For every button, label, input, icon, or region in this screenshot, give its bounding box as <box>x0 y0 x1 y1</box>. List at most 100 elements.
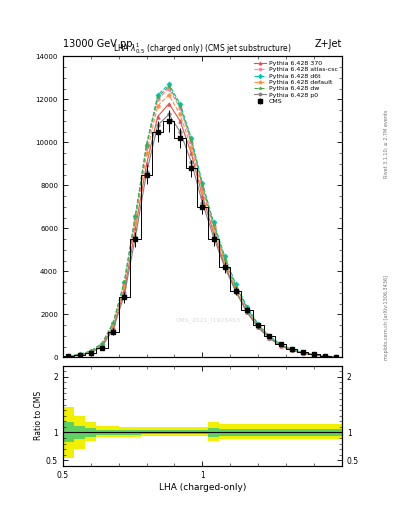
Pythia 6.428 370 <box>334 354 339 360</box>
Pythia 6.428 p0 <box>278 343 283 349</box>
Pythia 6.428 p0 <box>167 111 171 117</box>
Pythia 6.428 default <box>334 354 339 360</box>
Pythia 6.428 d6t <box>289 346 294 352</box>
Pythia 6.428 370 <box>122 288 127 294</box>
Pythia 6.428 p0 <box>178 129 182 135</box>
Pythia 6.428 atlas-csc <box>189 139 194 145</box>
Pythia 6.428 p0 <box>88 350 93 356</box>
Pythia 6.428 370 <box>301 350 305 356</box>
Pythia 6.428 d6t <box>256 321 261 327</box>
Pythia 6.428 dw <box>111 320 116 326</box>
Pythia 6.428 atlas-csc <box>289 347 294 353</box>
Pythia 6.428 370 <box>189 150 194 156</box>
Pythia 6.428 370 <box>278 343 283 349</box>
Pythia 6.428 dw <box>323 353 327 359</box>
Pythia 6.428 370 <box>312 352 316 358</box>
Pythia 6.428 default <box>155 103 160 109</box>
Pythia 6.428 d6t <box>155 92 160 98</box>
Text: CMS_2021_I1925463: CMS_2021_I1925463 <box>175 317 241 323</box>
Pythia 6.428 default <box>88 349 93 355</box>
Pythia 6.428 p0 <box>256 324 261 330</box>
Pythia 6.428 d6t <box>167 81 171 88</box>
Pythia 6.428 p0 <box>122 292 127 298</box>
Pythia 6.428 p0 <box>301 350 305 356</box>
Text: Rivet 3.1.10; ≥ 2.7M events: Rivet 3.1.10; ≥ 2.7M events <box>384 109 389 178</box>
Pythia 6.428 dw <box>278 342 283 348</box>
Pythia 6.428 default <box>133 219 138 225</box>
Pythia 6.428 atlas-csc <box>323 353 327 359</box>
Pythia 6.428 default <box>111 322 116 328</box>
Pythia 6.428 dw <box>167 83 171 90</box>
Pythia 6.428 370 <box>323 353 327 359</box>
Pythia 6.428 dw <box>334 354 339 360</box>
Pythia 6.428 default <box>267 334 272 340</box>
Pythia 6.428 default <box>66 353 71 359</box>
Pythia 6.428 atlas-csc <box>178 105 182 111</box>
Pythia 6.428 atlas-csc <box>122 281 127 287</box>
Pythia 6.428 default <box>323 353 327 359</box>
Pythia 6.428 atlas-csc <box>88 348 93 354</box>
Pythia 6.428 dw <box>245 305 250 311</box>
Pythia 6.428 d6t <box>122 279 127 285</box>
Pythia 6.428 d6t <box>88 348 93 354</box>
Pythia 6.428 370 <box>245 309 250 315</box>
Legend: Pythia 6.428 370, Pythia 6.428 atlas-csc, Pythia 6.428 d6t, Pythia 6.428 default: Pythia 6.428 370, Pythia 6.428 atlas-csc… <box>252 59 339 105</box>
Pythia 6.428 default <box>278 342 283 348</box>
Pythia 6.428 default <box>99 342 104 348</box>
Pythia 6.428 370 <box>211 230 216 236</box>
Pythia 6.428 atlas-csc <box>200 184 205 190</box>
Pythia 6.428 p0 <box>312 352 316 358</box>
Pythia 6.428 370 <box>88 349 93 355</box>
Pythia 6.428 p0 <box>323 353 327 359</box>
Pythia 6.428 atlas-csc <box>334 354 339 360</box>
Pythia 6.428 default <box>245 307 250 313</box>
Pythia 6.428 d6t <box>245 304 250 310</box>
Pythia 6.428 atlas-csc <box>167 86 171 92</box>
Pythia 6.428 370 <box>77 352 82 358</box>
Pythia 6.428 atlas-csc <box>66 353 71 359</box>
Pythia 6.428 d6t <box>211 219 216 225</box>
Pythia 6.428 p0 <box>334 354 339 360</box>
Pythia 6.428 d6t <box>133 212 138 219</box>
Pythia 6.428 dw <box>99 340 104 347</box>
Pythia 6.428 atlas-csc <box>111 321 116 327</box>
Pythia 6.428 370 <box>178 118 182 124</box>
Pythia 6.428 default <box>167 92 171 98</box>
Line: Pythia 6.428 370: Pythia 6.428 370 <box>67 102 338 359</box>
Pythia 6.428 d6t <box>77 351 82 357</box>
Pythia 6.428 default <box>289 347 294 353</box>
Pythia 6.428 p0 <box>233 289 238 295</box>
Pythia 6.428 370 <box>256 324 261 330</box>
Pythia 6.428 dw <box>200 182 205 188</box>
Pythia 6.428 d6t <box>222 253 227 260</box>
Pythia 6.428 atlas-csc <box>312 352 316 358</box>
Pythia 6.428 default <box>178 111 182 117</box>
Pythia 6.428 p0 <box>267 335 272 341</box>
Pythia 6.428 d6t <box>200 180 205 186</box>
Pythia 6.428 dw <box>256 322 261 328</box>
Pythia 6.428 dw <box>211 221 216 227</box>
Title: LHA $\lambda^{1}_{0.5}$ (charged only) (CMS jet substructure): LHA $\lambda^{1}_{0.5}$ (charged only) (… <box>113 41 292 56</box>
Line: Pythia 6.428 default: Pythia 6.428 default <box>67 93 338 359</box>
Pythia 6.428 atlas-csc <box>278 342 283 348</box>
Pythia 6.428 dw <box>178 103 182 109</box>
Pythia 6.428 atlas-csc <box>256 323 261 329</box>
Pythia 6.428 p0 <box>77 352 82 358</box>
Pythia 6.428 p0 <box>222 264 227 270</box>
Line: Pythia 6.428 atlas-csc: Pythia 6.428 atlas-csc <box>67 87 338 359</box>
Pythia 6.428 p0 <box>189 159 194 165</box>
Pythia 6.428 d6t <box>189 135 194 141</box>
Line: Pythia 6.428 d6t: Pythia 6.428 d6t <box>67 82 338 359</box>
Pythia 6.428 d6t <box>111 320 116 326</box>
Pythia 6.428 p0 <box>289 347 294 353</box>
Pythia 6.428 370 <box>155 114 160 120</box>
Pythia 6.428 dw <box>66 353 71 359</box>
Pythia 6.428 dw <box>233 284 238 290</box>
Pythia 6.428 p0 <box>245 309 250 315</box>
Pythia 6.428 p0 <box>200 200 205 206</box>
Pythia 6.428 atlas-csc <box>99 341 104 347</box>
Pythia 6.428 default <box>301 350 305 356</box>
Pythia 6.428 p0 <box>66 353 71 359</box>
Pythia 6.428 default <box>200 188 205 194</box>
Pythia 6.428 d6t <box>144 141 149 147</box>
